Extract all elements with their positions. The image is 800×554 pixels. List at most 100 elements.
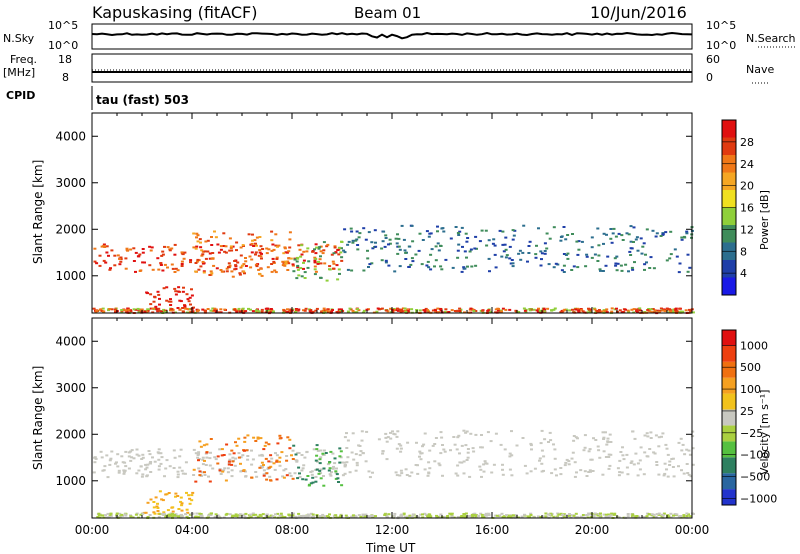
range-cell <box>384 237 388 239</box>
range-cell <box>250 258 254 261</box>
range-cell <box>401 307 405 310</box>
range-cell <box>346 456 350 459</box>
range-cell <box>262 474 266 477</box>
range-cell <box>501 516 505 518</box>
range-cell <box>483 460 487 463</box>
range-cell <box>608 433 612 436</box>
range-cell <box>139 269 143 272</box>
range-cell <box>271 243 275 246</box>
range-cell <box>643 516 647 518</box>
range-cell <box>466 237 470 239</box>
range-cell <box>185 508 189 511</box>
range-cell <box>411 240 415 243</box>
range-cell <box>334 251 338 254</box>
range-cell <box>152 300 156 303</box>
range-cell <box>585 514 589 516</box>
range-cell <box>322 467 326 470</box>
range-cell <box>525 472 529 475</box>
range-cell <box>597 309 601 311</box>
range-cell <box>198 512 202 515</box>
range-cell <box>365 308 369 311</box>
x-tick-label: 20:00 <box>575 523 610 537</box>
range-cell <box>129 515 133 518</box>
range-cell <box>308 310 312 313</box>
range-cell <box>376 307 380 310</box>
range-cell <box>216 243 220 246</box>
range-cell <box>510 454 514 457</box>
range-cell <box>213 230 216 233</box>
range-cell <box>511 265 515 268</box>
range-cell <box>408 245 412 248</box>
range-cell <box>177 515 180 518</box>
range-cell <box>636 462 640 465</box>
range-cell <box>319 250 323 253</box>
range-cell <box>659 235 663 237</box>
range-cell <box>437 311 440 314</box>
range-cell <box>666 308 670 311</box>
colorbar-segment <box>722 377 736 394</box>
range-cell <box>282 252 286 255</box>
range-cell <box>281 475 285 478</box>
range-cell <box>355 238 359 241</box>
range-cell <box>505 254 509 257</box>
range-cell <box>664 443 668 446</box>
range-cell <box>436 230 439 233</box>
range-cell <box>559 473 563 476</box>
range-cell <box>141 456 145 459</box>
range-cell <box>222 454 226 456</box>
range-cell <box>314 480 318 483</box>
range-cell <box>217 311 221 314</box>
range-cell <box>314 270 318 273</box>
range-cell <box>439 513 443 516</box>
range-cell <box>333 457 337 460</box>
range-cell <box>254 263 258 266</box>
colorbar-tick-label: −25 <box>740 427 763 440</box>
range-cell <box>562 309 566 312</box>
range-cell <box>678 262 682 265</box>
range-cell <box>333 462 337 465</box>
range-cell <box>266 515 270 518</box>
range-cell <box>178 455 182 458</box>
range-cell <box>201 308 205 311</box>
range-cell <box>267 460 271 463</box>
range-cell <box>484 229 488 232</box>
range-cell <box>241 454 245 457</box>
range-cell <box>666 475 670 478</box>
colorbar-segment <box>722 207 736 226</box>
range-cell <box>408 475 412 478</box>
range-cell <box>267 248 271 251</box>
range-cell <box>517 311 521 313</box>
range-cell <box>319 472 323 475</box>
range-cell <box>295 277 299 280</box>
range-cell <box>157 516 161 518</box>
range-cell <box>626 513 630 515</box>
range-cell <box>93 461 97 464</box>
range-cell <box>280 515 284 518</box>
range-cell <box>609 514 613 517</box>
range-cell <box>275 454 279 457</box>
range-cell <box>576 437 579 440</box>
range-cell <box>452 436 456 438</box>
range-cell <box>242 270 246 273</box>
range-cell <box>272 462 276 465</box>
range-cell <box>157 309 161 312</box>
range-cell <box>258 454 262 457</box>
range-cell <box>309 309 313 311</box>
range-cell <box>279 512 283 515</box>
range-cell <box>323 262 327 265</box>
range-cell <box>508 308 512 311</box>
range-cell <box>500 255 504 258</box>
range-cell <box>669 516 673 519</box>
range-cell <box>391 308 395 311</box>
range-cell <box>478 465 482 468</box>
range-cell <box>148 245 152 248</box>
range-cell <box>224 245 228 248</box>
range-cell <box>351 309 355 312</box>
range-cell <box>417 249 421 252</box>
range-cell <box>127 451 131 454</box>
range-cell <box>259 267 263 270</box>
range-cell <box>270 457 274 460</box>
velocity-ylabel: Slant Range [km] <box>31 366 45 470</box>
range-cell <box>439 431 443 434</box>
